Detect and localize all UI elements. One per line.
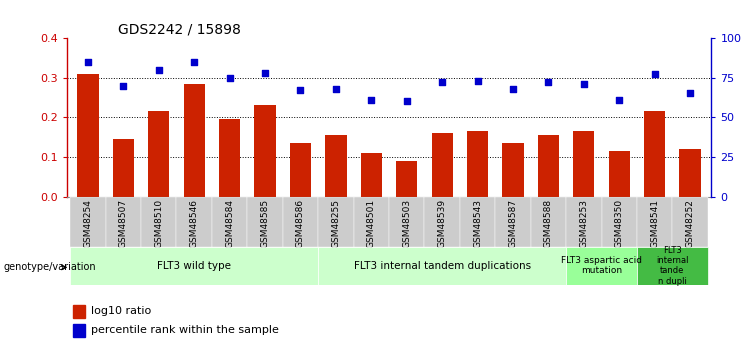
Point [649, 72, 661, 77]
Text: GSM48252: GSM48252 [685, 199, 694, 248]
Point [578, 81, 590, 87]
Text: GSM48584: GSM48584 [225, 199, 234, 248]
Bar [608, 151, 630, 197]
Point [294, 88, 306, 93]
Bar [672, 197, 708, 247]
Bar [141, 197, 176, 247]
Bar [502, 143, 524, 197]
Text: GSM48254: GSM48254 [84, 199, 93, 248]
Bar [318, 247, 566, 285]
Text: GSM48510: GSM48510 [154, 199, 163, 248]
Bar [460, 197, 495, 247]
Bar [637, 197, 672, 247]
Text: GSM48255: GSM48255 [331, 199, 340, 248]
Text: GSM48501: GSM48501 [367, 199, 376, 248]
Point [153, 67, 165, 72]
Text: GDS2242 / 15898: GDS2242 / 15898 [119, 23, 241, 37]
Text: GSM48546: GSM48546 [190, 199, 199, 248]
Point [507, 86, 519, 91]
Point [472, 78, 484, 83]
Point [259, 70, 271, 76]
Bar [538, 135, 559, 197]
Point [436, 80, 448, 85]
Text: GSM48507: GSM48507 [119, 199, 128, 248]
Bar [602, 197, 637, 247]
Bar [353, 197, 389, 247]
Bar [566, 197, 602, 247]
Text: GSM48541: GSM48541 [650, 199, 659, 248]
Point [188, 59, 200, 65]
Bar [389, 197, 425, 247]
Bar [148, 111, 170, 197]
Point [542, 80, 554, 85]
Point [365, 97, 377, 102]
Text: FLT3 aspartic acid
mutation: FLT3 aspartic acid mutation [561, 256, 642, 275]
Bar [318, 197, 353, 247]
Bar [70, 197, 106, 247]
Bar [212, 197, 247, 247]
Bar [396, 161, 417, 197]
Point [117, 83, 129, 88]
Point [330, 86, 342, 91]
Bar [637, 247, 708, 285]
Bar [77, 73, 99, 197]
Bar [290, 143, 311, 197]
Text: percentile rank within the sample: percentile rank within the sample [91, 325, 279, 335]
Point [224, 75, 236, 80]
Bar [566, 247, 637, 285]
Point [82, 59, 94, 65]
Text: FLT3 wild type: FLT3 wild type [157, 261, 231, 270]
Bar [467, 131, 488, 197]
Bar [70, 247, 318, 285]
Bar [106, 197, 141, 247]
Text: GSM48539: GSM48539 [438, 199, 447, 248]
Bar [431, 133, 453, 197]
Bar [644, 111, 665, 197]
Text: GSM48585: GSM48585 [261, 199, 270, 248]
Point [684, 91, 696, 96]
Bar [325, 135, 347, 197]
Text: GSM48253: GSM48253 [579, 199, 588, 248]
Text: log10 ratio: log10 ratio [91, 306, 151, 316]
Point [401, 99, 413, 104]
Bar [176, 197, 212, 247]
Bar [679, 149, 701, 197]
Text: GSM48543: GSM48543 [473, 199, 482, 248]
Text: GSM48503: GSM48503 [402, 199, 411, 248]
Text: genotype/variation: genotype/variation [4, 263, 96, 272]
Bar [219, 119, 240, 197]
Point [614, 97, 625, 102]
Text: GSM48350: GSM48350 [615, 199, 624, 248]
Text: GSM48586: GSM48586 [296, 199, 305, 248]
Bar [425, 197, 460, 247]
Text: GSM48588: GSM48588 [544, 199, 553, 248]
Text: FLT3
internal
tande
n dupli: FLT3 internal tande n dupli [656, 246, 688, 286]
Text: FLT3 internal tandem duplications: FLT3 internal tandem duplications [353, 261, 531, 270]
Bar [73, 305, 84, 317]
Bar [113, 139, 134, 197]
Bar [73, 324, 84, 337]
Bar [531, 197, 566, 247]
Bar [247, 197, 283, 247]
Bar [495, 197, 531, 247]
Bar [283, 197, 318, 247]
Bar [574, 131, 594, 197]
Bar [184, 83, 205, 197]
Text: GSM48587: GSM48587 [508, 199, 517, 248]
Bar [254, 105, 276, 197]
Bar [361, 153, 382, 197]
